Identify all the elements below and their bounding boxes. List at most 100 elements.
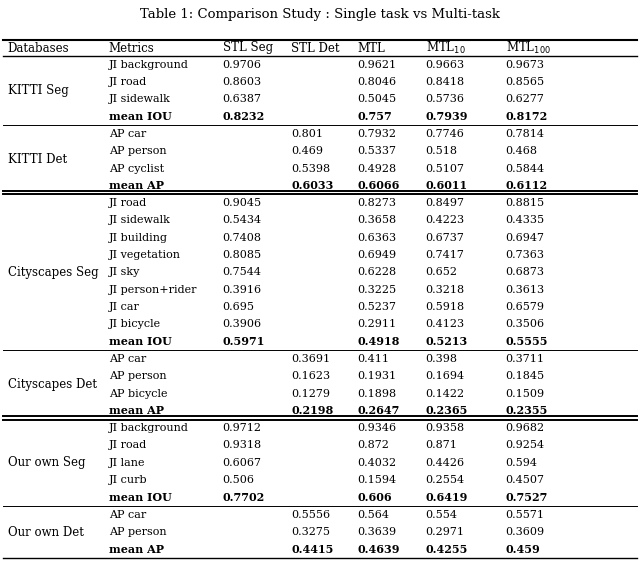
Text: 0.8273: 0.8273: [357, 198, 396, 208]
Text: 0.1509: 0.1509: [506, 389, 545, 399]
Text: 0.7939: 0.7939: [426, 111, 468, 122]
Text: 0.4639: 0.4639: [357, 544, 399, 555]
Text: AP cyclist: AP cyclist: [109, 164, 164, 173]
Text: 0.4426: 0.4426: [426, 458, 465, 468]
Text: 0.8418: 0.8418: [426, 77, 465, 87]
Text: 0.4032: 0.4032: [357, 458, 396, 468]
Text: Cityscapes Seg: Cityscapes Seg: [8, 266, 99, 279]
Text: 0.5555: 0.5555: [506, 336, 548, 347]
Text: JI road: JI road: [109, 440, 147, 450]
Text: 0.2554: 0.2554: [426, 475, 465, 485]
Text: JI curb: JI curb: [109, 475, 147, 485]
Text: 0.801: 0.801: [291, 129, 323, 139]
Text: 0.3275: 0.3275: [291, 527, 330, 537]
Text: 0.6228: 0.6228: [357, 268, 396, 277]
Text: JI road: JI road: [109, 77, 147, 87]
Text: Our own Seg: Our own Seg: [8, 456, 85, 469]
Text: 0.1594: 0.1594: [357, 475, 396, 485]
Text: JI sidewalk: JI sidewalk: [109, 215, 171, 225]
Text: mean AP: mean AP: [109, 180, 164, 191]
Text: 0.4123: 0.4123: [426, 319, 465, 329]
Text: AP car: AP car: [109, 509, 146, 520]
Text: 0.3691: 0.3691: [291, 354, 330, 364]
Text: 0.5213: 0.5213: [426, 336, 468, 347]
Text: 0.9682: 0.9682: [506, 423, 545, 433]
Text: 0.5971: 0.5971: [223, 336, 265, 347]
Text: 0.871: 0.871: [426, 440, 458, 450]
Text: AP person: AP person: [109, 371, 166, 381]
Text: 0.7363: 0.7363: [506, 250, 545, 260]
Text: AP car: AP car: [109, 129, 146, 139]
Text: 0.5918: 0.5918: [426, 302, 465, 312]
Text: 0.398: 0.398: [426, 354, 458, 364]
Text: 0.7702: 0.7702: [223, 492, 265, 503]
Text: MTL: MTL: [357, 41, 385, 55]
Text: KITTI Det: KITTI Det: [8, 153, 67, 166]
Text: 0.9706: 0.9706: [223, 60, 262, 70]
Text: Cityscapes Det: Cityscapes Det: [8, 378, 97, 391]
Text: 0.8603: 0.8603: [223, 77, 262, 87]
Text: JI road: JI road: [109, 198, 147, 208]
Text: 0.9621: 0.9621: [357, 60, 396, 70]
Text: 0.8085: 0.8085: [223, 250, 262, 260]
Text: 0.3225: 0.3225: [357, 285, 396, 295]
Text: JI background: JI background: [109, 60, 189, 70]
Text: MTL$_{100}$: MTL$_{100}$: [506, 40, 550, 56]
Text: AP person: AP person: [109, 527, 166, 537]
Text: 0.1845: 0.1845: [506, 371, 545, 381]
Text: 0.3609: 0.3609: [506, 527, 545, 537]
Text: 0.5107: 0.5107: [426, 164, 465, 173]
Text: 0.9045: 0.9045: [223, 198, 262, 208]
Text: 0.3218: 0.3218: [426, 285, 465, 295]
Text: 0.7814: 0.7814: [506, 129, 545, 139]
Text: 0.518: 0.518: [426, 146, 458, 156]
Text: 0.695: 0.695: [223, 302, 255, 312]
Text: 0.5237: 0.5237: [357, 302, 396, 312]
Text: 0.5045: 0.5045: [357, 94, 396, 105]
Text: 0.4918: 0.4918: [357, 336, 399, 347]
Text: 0.6067: 0.6067: [223, 458, 262, 468]
Text: JI sky: JI sky: [109, 268, 140, 277]
Text: AP bicycle: AP bicycle: [109, 389, 167, 399]
Text: AP car: AP car: [109, 354, 146, 364]
Text: 0.6419: 0.6419: [426, 492, 468, 503]
Text: JI background: JI background: [109, 423, 189, 433]
Text: 0.7408: 0.7408: [223, 233, 262, 243]
Text: 0.469: 0.469: [291, 146, 323, 156]
Text: 0.5736: 0.5736: [426, 94, 465, 105]
Text: Table 1: Comparison Study : Single task vs Multi-task: Table 1: Comparison Study : Single task …: [140, 8, 500, 21]
Text: 0.506: 0.506: [223, 475, 255, 485]
Text: 0.3711: 0.3711: [506, 354, 545, 364]
Text: 0.6033: 0.6033: [291, 180, 333, 191]
Text: 0.3916: 0.3916: [223, 285, 262, 295]
Text: 0.8172: 0.8172: [506, 111, 548, 122]
Text: mean IOU: mean IOU: [109, 111, 172, 122]
Text: 0.8565: 0.8565: [506, 77, 545, 87]
Text: 0.9346: 0.9346: [357, 423, 396, 433]
Text: 0.6277: 0.6277: [506, 94, 545, 105]
Text: 0.2911: 0.2911: [357, 319, 396, 329]
Text: 0.4223: 0.4223: [426, 215, 465, 225]
Text: JI lane: JI lane: [109, 458, 145, 468]
Text: 0.606: 0.606: [357, 492, 392, 503]
Text: 0.411: 0.411: [357, 354, 389, 364]
Text: 0.6579: 0.6579: [506, 302, 545, 312]
Text: 0.9712: 0.9712: [223, 423, 262, 433]
Text: STL Seg: STL Seg: [223, 41, 273, 55]
Text: 0.2647: 0.2647: [357, 406, 399, 416]
Text: 0.5556: 0.5556: [291, 509, 330, 520]
Text: 0.1422: 0.1422: [426, 389, 465, 399]
Text: AP person: AP person: [109, 146, 166, 156]
Text: 0.1623: 0.1623: [291, 371, 330, 381]
Text: JI person+rider: JI person+rider: [109, 285, 197, 295]
Text: 0.1694: 0.1694: [426, 371, 465, 381]
Text: 0.1931: 0.1931: [357, 371, 396, 381]
Text: Our own Det: Our own Det: [8, 525, 84, 538]
Text: 0.5844: 0.5844: [506, 164, 545, 173]
Text: 0.5434: 0.5434: [223, 215, 262, 225]
Text: Metrics: Metrics: [109, 41, 154, 55]
Text: 0.2971: 0.2971: [426, 527, 465, 537]
Text: 0.594: 0.594: [506, 458, 538, 468]
Text: 0.8815: 0.8815: [506, 198, 545, 208]
Text: KITTI Seg: KITTI Seg: [8, 84, 68, 97]
